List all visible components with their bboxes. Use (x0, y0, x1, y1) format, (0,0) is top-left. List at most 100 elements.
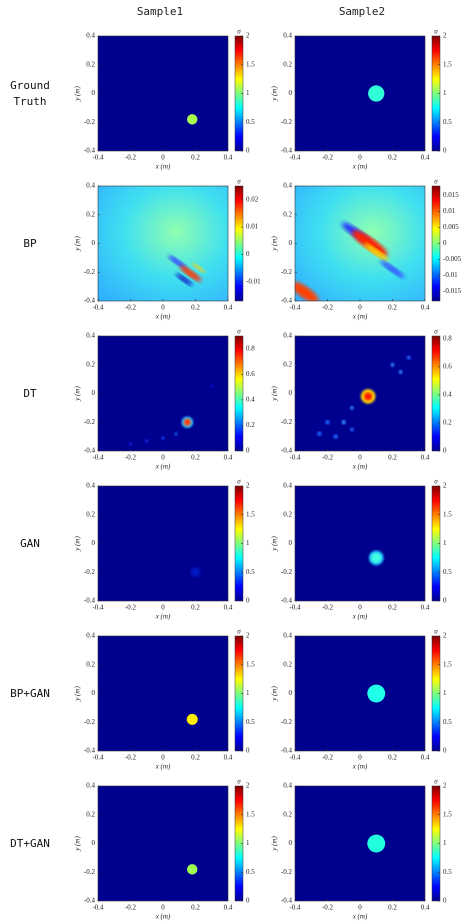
blob (128, 442, 133, 446)
colorbar-tick-label: 0.005 (443, 223, 459, 231)
y-tick-label: 0 (289, 539, 293, 547)
colorbar-tick-label: 0.6 (443, 362, 452, 370)
colorbar-tick-label: 0.5 (246, 718, 255, 726)
colorbar-tick-label: 2 (246, 482, 250, 490)
x-tick-label: -0.4 (92, 304, 104, 312)
y-tick-label: 0 (92, 89, 96, 97)
y-tick-label: -0.2 (281, 118, 293, 126)
colorbar-tick-label: 1.5 (443, 660, 452, 668)
x-tick-label: 0.4 (224, 904, 233, 912)
colorbar-tick-label: 0.5 (443, 718, 452, 726)
colorbar-label: σ (237, 478, 241, 486)
y-tick-label: 0.2 (86, 510, 95, 518)
x-tick-label: -0.2 (322, 754, 334, 762)
y-axis-label: y (m) (74, 536, 82, 552)
x-axis-label: x (m) (352, 613, 368, 621)
x-tick-label: 0.4 (421, 904, 430, 912)
y-tick-label: 0.2 (86, 660, 95, 668)
image-background (295, 486, 425, 601)
y-tick-label: 0.2 (283, 360, 292, 368)
y-tick-label: 0.2 (86, 60, 95, 68)
colorbar (234, 335, 244, 452)
colorbar-tick-label: -0.015 (443, 287, 462, 295)
x-tick-label: -0.4 (289, 754, 301, 762)
blob (187, 864, 198, 875)
y-tick-label: 0.4 (283, 632, 292, 640)
colorbar-tick-label: 0.4 (443, 391, 452, 399)
blob (317, 431, 322, 437)
x-tick-label: 0.2 (388, 304, 397, 312)
lobe (364, 243, 389, 261)
x-axis-label: x (m) (352, 913, 368, 921)
x-tick-label: 0 (161, 304, 165, 312)
row-label: GAN (20, 536, 40, 550)
blob (349, 405, 354, 410)
x-axis-label: x (m) (155, 613, 171, 621)
colorbar-tick-label: 1 (443, 839, 447, 847)
x-tick-label: 0.4 (421, 154, 430, 162)
blob (210, 384, 214, 388)
image-background (98, 486, 228, 601)
x-tick-label: -0.2 (322, 454, 334, 462)
x-tick-label: 0 (358, 304, 362, 312)
colorbar-tick-label: 0 (246, 897, 250, 905)
x-tick-label: -0.2 (125, 304, 137, 312)
x-tick-label: 0.2 (388, 604, 397, 612)
x-axis-label: x (m) (352, 763, 368, 771)
x-tick-label: -0.4 (92, 904, 104, 912)
x-tick-label: -0.4 (289, 454, 301, 462)
image-background (295, 336, 425, 451)
x-axis-label: x (m) (352, 463, 368, 471)
x-tick-label: 0.4 (224, 304, 233, 312)
colorbar-tick-label: 1 (246, 539, 250, 547)
colorbar-tick-label: 1.5 (443, 60, 452, 68)
image (295, 336, 425, 451)
lobe (352, 230, 388, 257)
y-tick-label: -0.4 (281, 897, 293, 905)
y-tick-label: -0.4 (84, 597, 96, 605)
x-axis-label: x (m) (155, 463, 171, 471)
y-tick-label: 0 (289, 839, 293, 847)
y-tick-label: -0.2 (84, 118, 96, 126)
blob (349, 427, 354, 432)
colorbar-tick-label: 2 (443, 632, 447, 640)
y-tick-label: -0.2 (84, 718, 96, 726)
colorbar-label: σ (434, 328, 438, 336)
y-axis-label: y (m) (271, 86, 279, 102)
blob (186, 713, 198, 725)
y-tick-label: 0.4 (283, 32, 292, 40)
blob (183, 418, 191, 426)
colorbar-label: σ (237, 628, 241, 636)
colorbar-tick-label: 1 (443, 689, 447, 697)
x-tick-label: 0 (358, 454, 362, 462)
x-axis-label: x (m) (155, 913, 171, 921)
x-tick-label: 0.4 (224, 454, 233, 462)
y-tick-label: 0 (289, 689, 293, 697)
colorbar-label: σ (237, 28, 241, 36)
colorbar-tick-label: 0 (443, 897, 447, 905)
x-tick-label: -0.2 (125, 754, 137, 762)
y-tick-label: -0.4 (84, 747, 96, 755)
colorbar-tick-label: 2 (246, 782, 250, 790)
colorbar-tick-label: 0 (443, 597, 447, 605)
colorbar-tick-label: 0.5 (246, 868, 255, 876)
colorbar-tick-label: 1 (246, 689, 250, 697)
colorbar-tick-label: 1 (246, 839, 250, 847)
x-tick-label: -0.4 (289, 304, 301, 312)
x-tick-label: 0.2 (191, 454, 200, 462)
x-tick-label: -0.2 (125, 454, 137, 462)
colorbar-tick-label: 0.5 (246, 118, 255, 126)
y-tick-label: -0.2 (84, 868, 96, 876)
x-tick-label: 0 (358, 604, 362, 612)
x-tick-label: 0.4 (421, 304, 430, 312)
colorbar-tick-label: 0.5 (443, 118, 452, 126)
colorbar (431, 335, 441, 452)
colorbar-tick-label: 1 (246, 89, 250, 97)
x-tick-label: -0.4 (289, 604, 301, 612)
y-tick-label: 0.4 (86, 782, 95, 790)
colorbar-tick-label: -0.01 (443, 271, 458, 279)
colorbar-tick-label: 0.5 (443, 568, 452, 576)
x-tick-label: 0.4 (421, 754, 430, 762)
image (98, 486, 228, 601)
